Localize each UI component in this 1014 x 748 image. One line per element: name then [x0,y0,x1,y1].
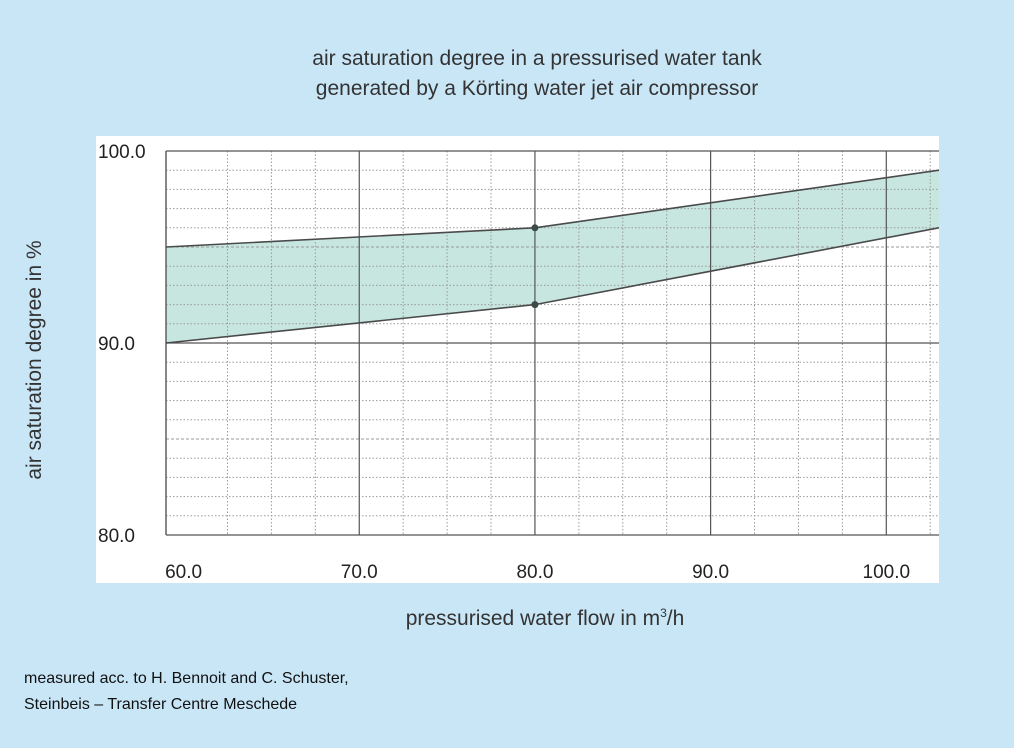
chart-title-line-1: air saturation degree in a pressurised w… [312,47,762,70]
credit-line-1: measured acc. to H. Bennoit and C. Schus… [24,670,349,687]
chart-title-line-2: generated by a Körting water jet air com… [315,77,759,100]
y-axis-label: air saturation degree in % [23,240,46,480]
x-tick-label: 80.0 [516,562,553,583]
x-tick-label: 70.0 [341,562,378,583]
y-tick-label: 90.0 [98,334,135,355]
chart-svg: 60.0 70.0 80.0 90.0 100.0 80.0 90.0 100.0 [98,142,939,583]
credit-note: measured acc. to H. Bennoit and C. Schus… [24,666,349,718]
x-axis-label-superscript: 3 [660,606,667,620]
data-point-upper [531,224,539,232]
x-tick-label: 90.0 [692,562,729,583]
y-tick-label: 80.0 [98,526,135,547]
plot-area: 60.0 70.0 80.0 90.0 100.0 80.0 90.0 100.0 [96,136,939,583]
y-tick-label: 100.0 [98,142,146,163]
saturation-band-fill [166,170,939,343]
x-axis-label-text: pressurised water flow in m [405,607,661,630]
x-tick-label: 100.0 [863,562,911,583]
chart-title: air saturation degree in a pressurised w… [0,44,1014,104]
credit-line-2: Steinbeis – Transfer Centre Meschede [24,696,298,713]
data-point-lower [531,301,539,309]
x-axis-label-unit: /h [666,607,685,630]
x-axis-label: pressurised water flow in m3/h [0,606,1014,631]
x-tick-label: 60.0 [165,562,202,583]
